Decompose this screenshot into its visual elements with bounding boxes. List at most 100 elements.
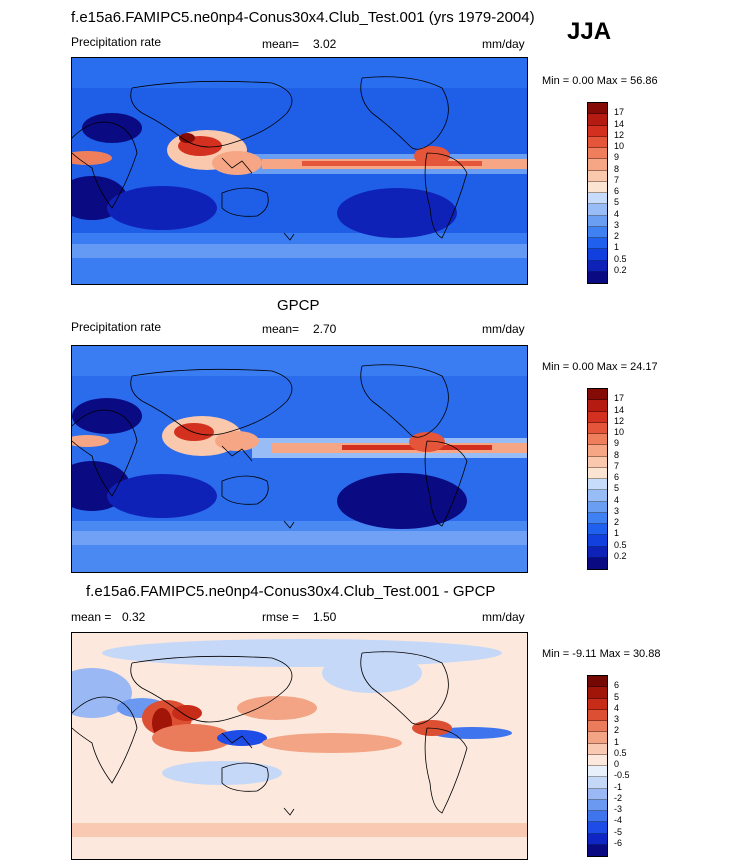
panel3-map	[71, 632, 528, 860]
panel3-map-wpac-pos	[237, 696, 317, 720]
colorbar-swatch	[588, 456, 607, 468]
colorbar-swatch	[588, 204, 607, 216]
colorbar-tick-label: -0.5	[614, 770, 630, 781]
colorbar-tick-label: 7	[614, 460, 620, 471]
panel2-variable-label: Precipitation rate	[71, 320, 162, 334]
panel2-mean-label: mean=	[262, 322, 300, 336]
colorbar-tick-label: 1	[614, 528, 620, 539]
colorbar-tick-label: 8	[614, 163, 620, 174]
panel2-map-sh-dry-ind	[107, 474, 217, 518]
colorbar-tick-label: 8	[614, 449, 620, 460]
colorbar-swatch	[588, 148, 607, 160]
panel2-map-coastlines	[72, 364, 468, 529]
panel3-max-value: 30.88	[632, 648, 661, 660]
colorbar-swatch	[588, 698, 607, 710]
panel1-colorbar-labels: 17 14 12 10 9 8 7 6 5 4 3 2 1 0.5 0.2	[614, 102, 644, 282]
colorbar-swatch	[588, 249, 607, 261]
panel1-map-coastlines	[72, 76, 468, 241]
panel2-map-storm-track	[72, 531, 527, 545]
colorbar-swatch	[588, 732, 607, 744]
colorbar-tick-label: 4	[614, 702, 620, 713]
panel3-map-io-pos	[152, 724, 232, 752]
panel3-min-label: Min =	[542, 648, 570, 660]
panel1-minmax: Min = 0.00 Max = 56.86	[542, 75, 658, 87]
colorbar-swatch	[588, 193, 607, 205]
panel1-title: f.e15a6.FAMIPC5.ne0np4-Conus30x4.Club_Te…	[71, 9, 535, 26]
colorbar-swatch	[588, 467, 607, 479]
colorbar-tick-label: 2	[614, 231, 620, 241]
colorbar-tick-label: 0.5	[614, 253, 627, 264]
panel2-map-south-band	[72, 521, 527, 572]
colorbar-tick-label: 3	[614, 714, 620, 724]
colorbar-swatch	[588, 799, 607, 811]
colorbar-swatch	[588, 226, 607, 238]
colorbar-swatch	[588, 709, 607, 721]
panel1-mean-label: mean=	[262, 37, 300, 51]
panel3-map-wpac-neg	[217, 730, 267, 746]
panel2-units: mm/day	[482, 322, 525, 336]
panel1-variable-label: Precipitation rate	[71, 35, 162, 49]
panel2-title: GPCP	[277, 297, 320, 314]
colorbar-tick-label: 14	[614, 118, 625, 129]
panel3-mean-label: mean =	[71, 610, 112, 624]
colorbar-swatch	[588, 743, 607, 755]
colorbar-tick-label: -1	[614, 781, 623, 792]
colorbar-swatch	[588, 822, 607, 834]
colorbar-swatch	[588, 238, 607, 250]
colorbar-swatch	[588, 546, 607, 558]
panel1-map-central-america	[414, 146, 450, 166]
panel1-map-sahara	[82, 113, 142, 143]
panel3-min-value: -9.11	[572, 648, 597, 660]
panel1-mean-value: 3.02	[313, 37, 337, 51]
colorbar-swatch	[588, 766, 607, 778]
panel2-min-label: Min =	[542, 361, 570, 373]
panel2-max-label: Max =	[596, 361, 628, 373]
panel1-units: mm/day	[482, 37, 525, 51]
panel3-title: f.e15a6.FAMIPC5.ne0np4-Conus30x4.Club_Te…	[86, 583, 496, 600]
panel1-max-label: Max =	[596, 75, 628, 87]
panel1-max-value: 56.86	[630, 75, 658, 87]
panel3-map-south-pos-band	[72, 823, 527, 837]
colorbar-tick-label: 9	[614, 152, 620, 163]
panel1-map	[71, 57, 528, 285]
colorbar-swatch	[588, 501, 607, 513]
panel2-map-arctic-band	[72, 346, 527, 376]
panel3-map-coastlines	[72, 651, 468, 816]
colorbar-tick-label: 10	[614, 427, 625, 437]
panel1-map-monsoon-core	[179, 133, 195, 143]
panel1-map-arctic-band	[72, 58, 527, 88]
panel3-mean-value: 0.32	[122, 610, 146, 624]
colorbar-tick-label: 12	[614, 415, 625, 426]
panel2-min-value: 0.00	[572, 361, 594, 373]
colorbar-tick-label: -5	[614, 826, 623, 837]
panel3-map-itcz-pos	[262, 733, 402, 753]
colorbar-tick-label: 12	[614, 129, 625, 140]
colorbar-swatch	[588, 389, 607, 401]
colorbar-swatch	[588, 271, 607, 283]
panel2-minmax: Min = 0.00 Max = 24.17	[542, 361, 658, 373]
colorbar-tick-label: 6	[614, 472, 620, 482]
colorbar-swatch	[588, 490, 607, 502]
panel1-map-storm-track	[72, 244, 527, 258]
colorbar-tick-label: 3	[614, 505, 620, 516]
colorbar-tick-label: 5	[614, 197, 620, 208]
colorbar-swatch	[588, 103, 607, 115]
colorbar-swatch	[588, 114, 607, 126]
colorbar-swatch	[588, 159, 607, 171]
panel2-map-sh-dry-pac	[337, 473, 467, 529]
panel2-mean-value: 2.70	[313, 322, 337, 336]
colorbar-tick-label: -6	[614, 837, 623, 848]
panel3-map-pac-neg	[322, 653, 422, 693]
colorbar-tick-label: 3	[614, 219, 620, 230]
colorbar-tick-label: 0	[614, 759, 620, 769]
colorbar-tick-label: 2	[614, 517, 620, 527]
panel3-units: mm/day	[482, 610, 525, 624]
colorbar-tick-label: 4	[614, 208, 620, 219]
colorbar-swatch	[588, 400, 607, 412]
panel2-max-value: 24.17	[630, 361, 658, 373]
colorbar-swatch	[588, 512, 607, 524]
colorbar-tick-label: 4	[614, 494, 620, 505]
colorbar-tick-label: -2	[614, 792, 623, 803]
panel3-map-bay-pos	[172, 705, 202, 721]
colorbar-swatch	[588, 181, 607, 193]
